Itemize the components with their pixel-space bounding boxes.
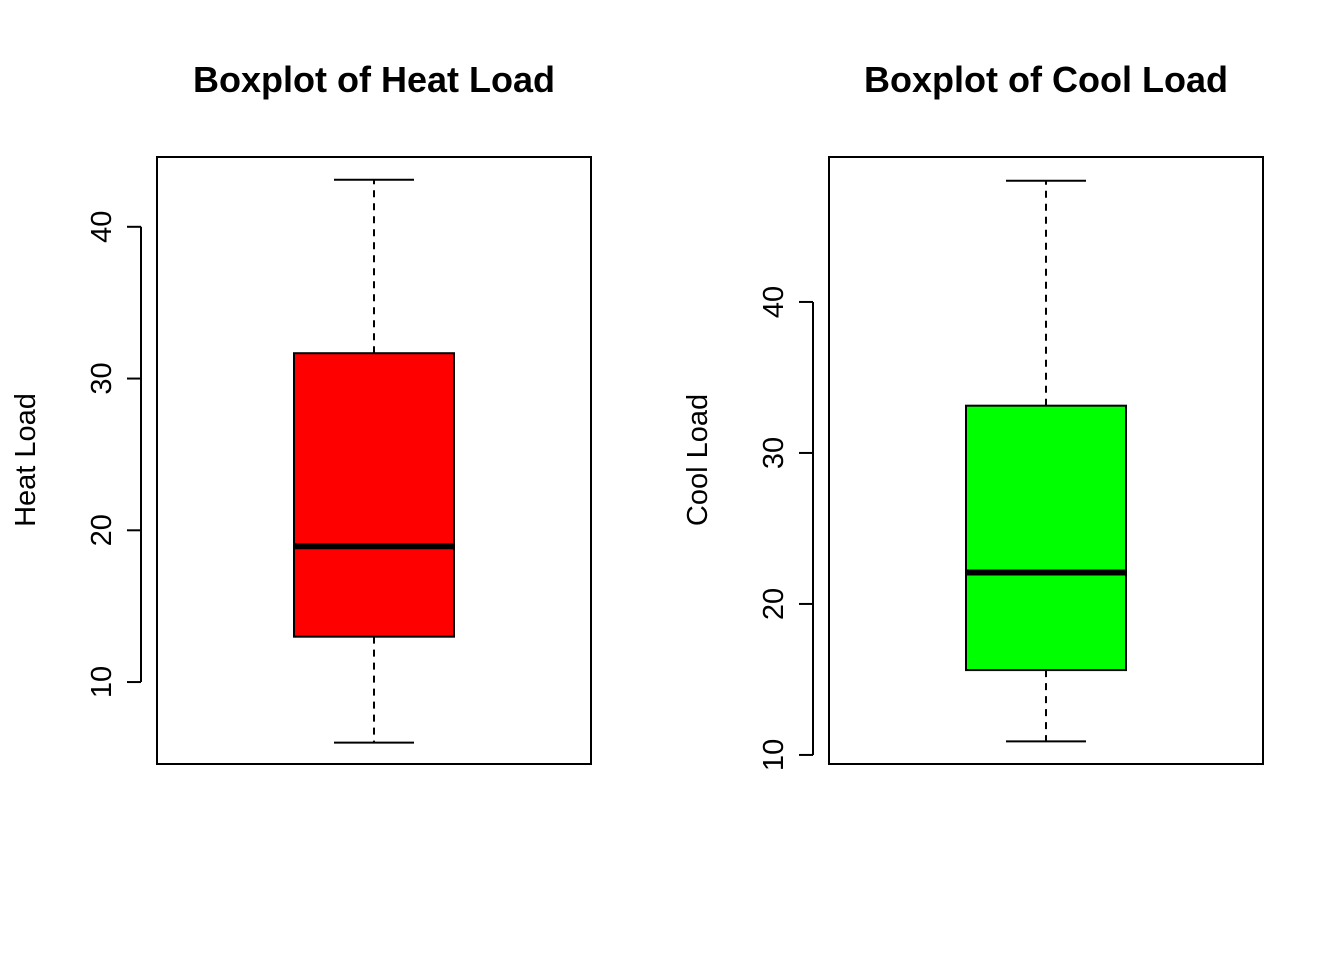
y-tick-label: 20 bbox=[86, 514, 118, 546]
y-tick-label: 30 bbox=[758, 437, 790, 469]
chart-title: Boxplot of Heat Load bbox=[193, 59, 555, 100]
iqr-box bbox=[965, 404, 1127, 672]
panel-heat-load: Boxplot of Heat Load Heat Load 10 20 30 40 bbox=[10, 59, 592, 765]
y-axis: 10 20 30 40 bbox=[758, 286, 814, 771]
boxplot bbox=[965, 179, 1127, 743]
panel-cool-load: Boxplot of Cool Load Cool Load 10 20 30 40 bbox=[682, 59, 1264, 771]
chart-title: Boxplot of Cool Load bbox=[864, 59, 1228, 100]
y-axis: 10 20 30 40 bbox=[86, 211, 142, 698]
y-tick-label: 40 bbox=[86, 211, 118, 243]
y-axis-label: Heat Load bbox=[10, 393, 42, 527]
y-tick-label: 10 bbox=[86, 666, 118, 698]
plot-frame bbox=[828, 156, 1264, 765]
boxplot bbox=[293, 178, 455, 744]
y-tick-label: 10 bbox=[758, 739, 790, 771]
iqr-box bbox=[293, 352, 455, 638]
y-axis-label: Cool Load bbox=[682, 394, 714, 526]
y-tick-label: 20 bbox=[758, 588, 790, 620]
y-tick-label: 30 bbox=[86, 362, 118, 394]
plot-frame bbox=[156, 156, 592, 765]
y-tick-label: 40 bbox=[758, 286, 790, 318]
